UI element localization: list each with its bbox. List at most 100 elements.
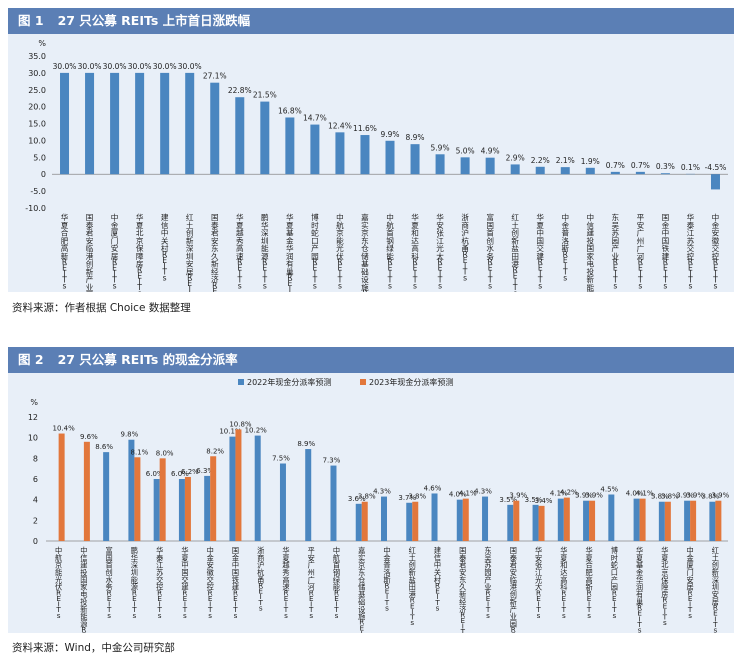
- figure2-bar-2023: [563, 497, 570, 541]
- figure1-ytick-label: 10.0: [28, 136, 46, 145]
- figure2-bar-2023: [538, 505, 545, 541]
- figure1-bar: [60, 72, 70, 175]
- figure2-bar-2022: [381, 496, 387, 541]
- figure2-ytick-label: 0: [33, 537, 38, 546]
- figure2-bar-2023: [83, 441, 90, 541]
- figure2-bar-2022: [204, 475, 211, 541]
- figure1-ytick-label: 0: [41, 170, 46, 179]
- figure1-data-label: 0.7%: [606, 161, 625, 170]
- figure2-bar-2022: [456, 499, 463, 541]
- figure1-ytick-label: 35.0: [28, 52, 46, 61]
- figure1-ytick-label: 20.0: [28, 103, 46, 112]
- figure2-data-label-2022: 3.8%: [701, 493, 719, 501]
- figure2-data-label-2023: 9.6%: [80, 433, 98, 441]
- figure2-bar-2022: [532, 504, 539, 541]
- figure2-bar-2023: [664, 501, 671, 541]
- figure2-data-label-2022: 7.5%: [272, 455, 290, 463]
- figure2-data-label-2022: 3.7%: [398, 494, 416, 502]
- figure1-title: 27 只公募 REITs 上市首日涨跌幅: [57, 13, 251, 28]
- figure1-data-label: 30.0%: [178, 62, 202, 71]
- figure2-data-label-2022: 6.3%: [196, 467, 214, 475]
- figure2-data-label-2023: 3.9%: [585, 492, 603, 500]
- figure2-data-label-2022: 3.8%: [651, 493, 669, 501]
- figure1-data-label: 30.0%: [53, 62, 77, 71]
- figure1-ytick-label: 25.0: [28, 86, 46, 95]
- figure2-data-label-2022: 8.9%: [297, 440, 315, 448]
- figure1-ytick-label: 5.0: [33, 153, 46, 162]
- figure2-data-label-2023: 4.1%: [636, 490, 654, 498]
- figure2-bar-2022: [229, 436, 236, 541]
- figure2-bar-2023: [715, 500, 722, 541]
- figure2-bar-2022: [128, 439, 135, 541]
- figure1-data-label: 27.1%: [203, 72, 227, 81]
- figure2-bar-2023: [412, 501, 419, 541]
- figure1-chart: % -10.0 -5.0 0 5.0 10.0 15.0 20.0 25.0 30.0 35.0 30…: [25, 39, 728, 329]
- figure1-bar: [335, 132, 345, 175]
- figure1-data-label: 16.8%: [278, 106, 302, 115]
- figure2-title-bar: 图 2 27 只公募 REITs 的现金分派率: [8, 347, 734, 373]
- figure1-data-label: 0.7%: [631, 161, 650, 170]
- figure2-panel: 图 2 27 只公募 REITs 的现金分派率 2022年现金分派率预测 2023年…: [8, 347, 734, 657]
- figure1-title-bar: 图 1 27 只公募 REITs 上市首日涨跌幅: [8, 8, 734, 34]
- figure1-bar: [535, 166, 545, 175]
- figure2-bar-2023: [159, 458, 166, 541]
- figure1-bar: [710, 174, 720, 190]
- figure2-data-label-2022: 4.3%: [373, 488, 391, 496]
- figure2-bar-2022: [557, 498, 564, 541]
- figure2-data-label-2023: 6.2%: [181, 468, 199, 476]
- figure1-data-label: 22.8%: [228, 86, 252, 95]
- figure1-ytick-label: -5.0: [30, 187, 46, 196]
- figure2-bar-2022: [507, 504, 514, 541]
- figure2-chart: 2022年现金分派率预测 2023年现金分派率预测% 0 2 4 6 8 10 12 10.4% 中…: [28, 377, 730, 657]
- figure1-bar: [610, 171, 620, 175]
- figure2-ytick-label: 12: [28, 413, 38, 422]
- figure2-category-label: 国泰君安东久新经济REITs: [459, 546, 466, 633]
- figure2-bar-2022: [658, 501, 665, 541]
- figure2-data-label-2023: 3.8%: [408, 493, 426, 501]
- figure2-bar-2023: [210, 456, 217, 541]
- figure1-data-label: 4.9%: [481, 147, 500, 156]
- figure2-ytick-label: 6: [33, 475, 38, 484]
- figure2-data-label-2023: 3.9%: [686, 492, 704, 500]
- figure1-data-label: 12.4%: [328, 121, 352, 130]
- figure2-data-label-2023: 3.9%: [711, 492, 729, 500]
- figure1-bar: [185, 72, 195, 175]
- figure1-category-label: 嘉实京东仓储基础设施REITs: [361, 212, 369, 292]
- figure1-data-label: 2.1%: [556, 156, 575, 165]
- figure2-bar-2023: [361, 501, 368, 541]
- figure2-bar-2023: [462, 498, 469, 541]
- figure2-data-label-2022: 10.1%: [219, 428, 242, 436]
- figure2-data-label-2022: 3.5%: [499, 496, 517, 504]
- figure2-data-label-2023: 10.4%: [53, 425, 76, 433]
- figure2-data-label-2022: 4.0%: [449, 491, 467, 499]
- figure1-bar: [360, 135, 370, 175]
- figure1-ytick-label: -10.0: [25, 204, 46, 213]
- figure2-bar-2022: [355, 503, 362, 541]
